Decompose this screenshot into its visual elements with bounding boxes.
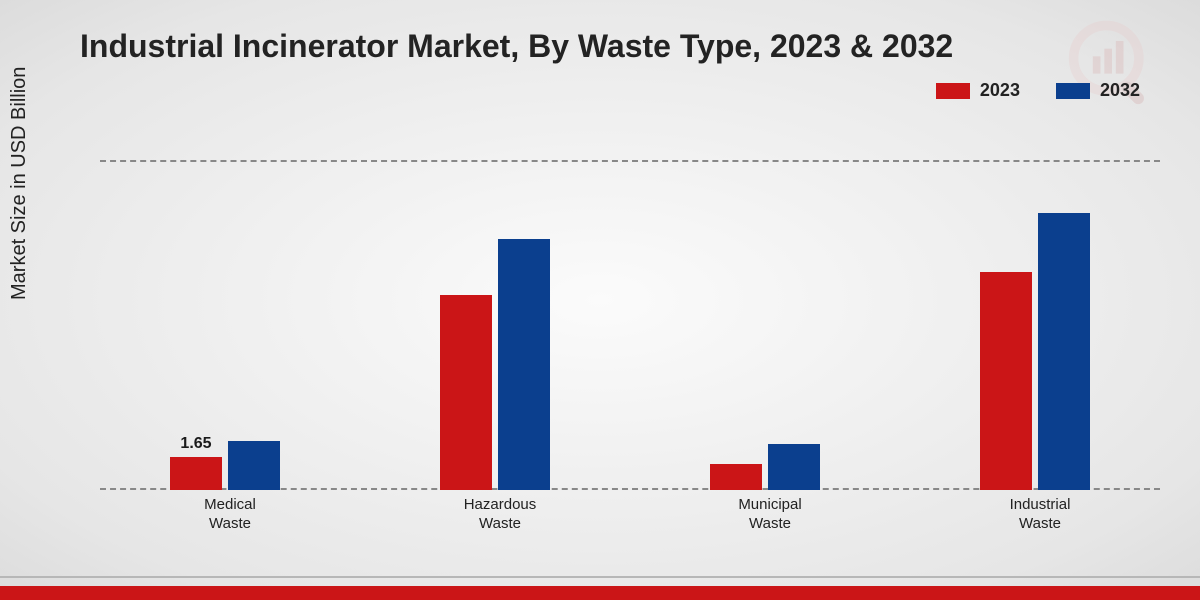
legend-item-2023: 2023	[936, 80, 1020, 101]
plot-area: 1.65 Medical Waste Hazardous Waste Munic…	[100, 160, 1160, 490]
bar-industrial-2032	[1038, 213, 1090, 490]
category-label-hazardous: Hazardous Waste	[430, 496, 570, 534]
bar-municipal-2032	[768, 444, 820, 490]
bar-medical-2023: 1.65	[170, 457, 222, 490]
bar-hazardous-2032	[498, 239, 550, 490]
legend-swatch-2032	[1056, 83, 1090, 99]
chart-title: Industrial Incinerator Market, By Waste …	[80, 28, 953, 65]
chart-canvas: Industrial Incinerator Market, By Waste …	[0, 0, 1200, 600]
bar-group-industrial: Industrial Waste	[970, 160, 1110, 490]
bar-group-municipal: Municipal Waste	[700, 160, 840, 490]
bar-hazardous-2023	[440, 295, 492, 490]
bar-medical-2032	[228, 441, 280, 491]
category-label-municipal: Municipal Waste	[700, 496, 840, 534]
footer-bar	[0, 586, 1200, 600]
bar-municipal-2023	[710, 464, 762, 490]
category-label-industrial: Industrial Waste	[970, 496, 1110, 534]
y-axis-label: Market Size in USD Billion	[8, 67, 31, 300]
footer-divider	[0, 576, 1200, 578]
bar-industrial-2023	[980, 272, 1032, 490]
bar-group-medical: 1.65 Medical Waste	[160, 160, 300, 490]
category-label-medical: Medical Waste	[160, 496, 300, 534]
legend-item-2032: 2032	[1056, 80, 1140, 101]
legend-label-2032: 2032	[1100, 80, 1140, 101]
legend: 2023 2032	[936, 80, 1140, 101]
legend-label-2023: 2023	[980, 80, 1020, 101]
legend-swatch-2023	[936, 83, 970, 99]
bar-group-hazardous: Hazardous Waste	[430, 160, 570, 490]
value-label-medical-2023: 1.65	[170, 435, 222, 453]
